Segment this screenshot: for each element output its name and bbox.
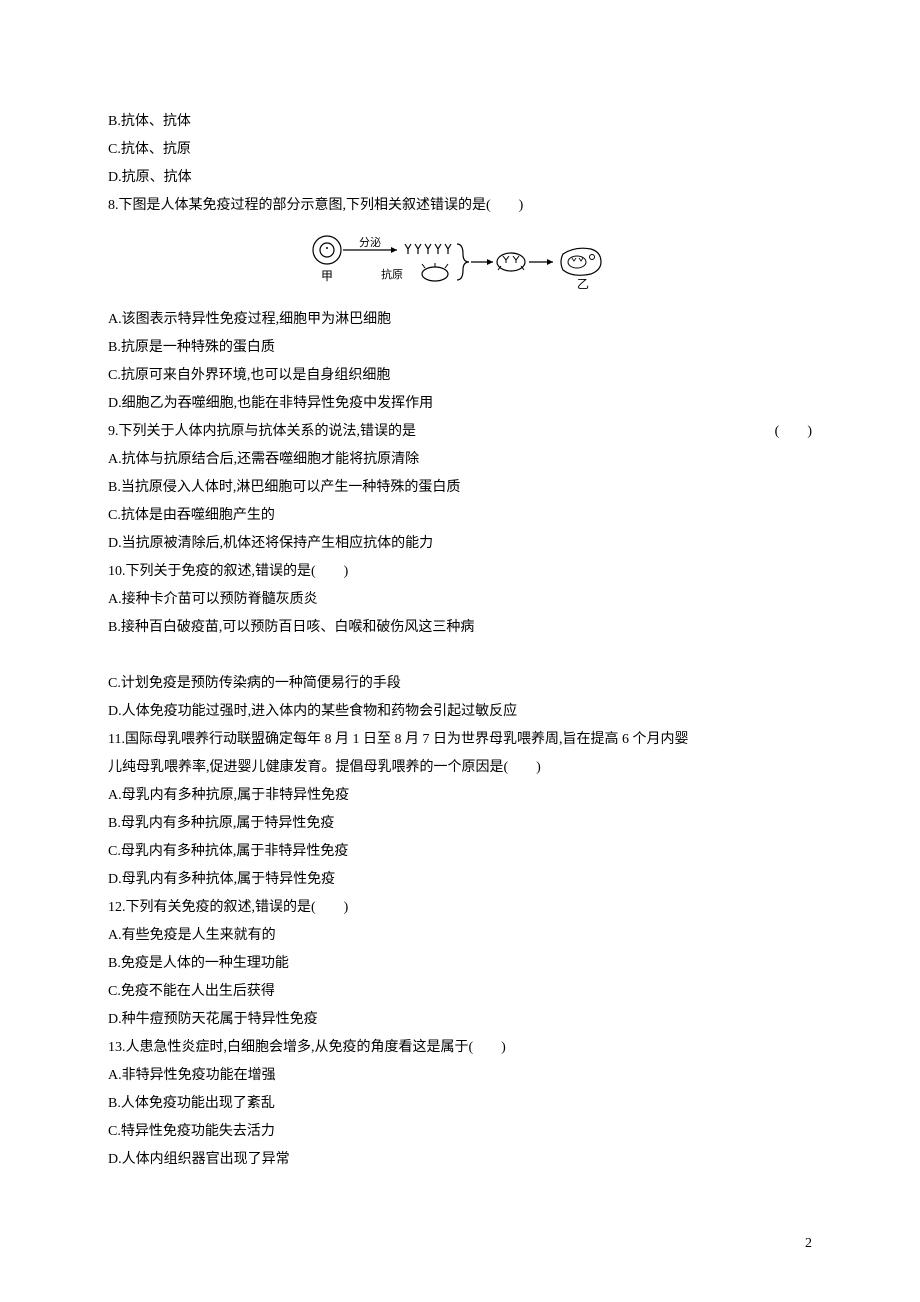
blank-gap	[108, 642, 812, 670]
q9-option-b: B.当抗原侵入人体时,淋巴细胞可以产生一种特殊的蛋白质	[108, 474, 812, 502]
q13-option-a: A.非特异性免疫功能在增强	[108, 1062, 812, 1090]
q11-option-a: A.母乳内有多种抗原,属于非特异性免疫	[108, 782, 812, 810]
q10-option-a: A.接种卡介苗可以预防脊髓灰质炎	[108, 586, 812, 614]
q8-option-d: D.细胞乙为吞噬细胞,也能在非特异性免疫中发挥作用	[108, 390, 812, 418]
q8-option-c: C.抗原可来自外界环境,也可以是自身组织细胞	[108, 362, 812, 390]
q11-option-d: D.母乳内有多种抗体,属于特异性免疫	[108, 866, 812, 894]
immune-diagram-container: 甲 分泌 抗原	[108, 220, 812, 306]
q12-option-a: A.有些免疫是人生来就有的	[108, 922, 812, 950]
q11-stem-line1: 11.国际母乳喂养行动联盟确定每年 8 月 1 日至 8 月 7 日为世界母乳喂…	[108, 726, 812, 754]
q13-option-b: B.人体免疫功能出现了紊乱	[108, 1090, 812, 1118]
q9-option-c: C.抗体是由吞噬细胞产生的	[108, 502, 812, 530]
q9-stem-text: 9.下列关于人体内抗原与抗体关系的说法,错误的是	[108, 418, 416, 446]
q8-option-a: A.该图表示特异性免疫过程,细胞甲为淋巴细胞	[108, 306, 812, 334]
q12-option-b: B.免疫是人体的一种生理功能	[108, 950, 812, 978]
q9-stem: 9.下列关于人体内抗原与抗体关系的说法,错误的是 ( )	[108, 418, 812, 446]
page-number: 2	[805, 1236, 812, 1252]
q7-option-d: D.抗原、抗体	[108, 164, 812, 192]
svg-text:乙: 乙	[577, 277, 589, 291]
q10-option-c: C.计划免疫是预防传染病的一种简便易行的手段	[108, 670, 812, 698]
svg-text:分泌: 分泌	[359, 236, 381, 249]
q11-option-c: C.母乳内有多种抗体,属于非特异性免疫	[108, 838, 812, 866]
svg-text:甲: 甲	[321, 269, 333, 283]
svg-text:抗原: 抗原	[381, 267, 403, 281]
q12-stem: 12.下列有关免疫的叙述,错误的是( )	[108, 894, 812, 922]
q10-stem: 10.下列关于免疫的叙述,错误的是( )	[108, 558, 812, 586]
q12-option-d: D.种牛痘预防天花属于特异性免疫	[108, 1006, 812, 1034]
q13-option-c: C.特异性免疫功能失去活力	[108, 1118, 812, 1146]
q9-option-d: D.当抗原被清除后,机体还将保持产生相应抗体的能力	[108, 530, 812, 558]
q11-option-b: B.母乳内有多种抗原,属于特异性免疫	[108, 810, 812, 838]
q9-option-a: A.抗体与抗原结合后,还需吞噬细胞才能将抗原清除	[108, 446, 812, 474]
page-content: B.抗体、抗体 C.抗体、抗原 D.抗原、抗体 8.下图是人体某免疫过程的部分示…	[0, 0, 920, 1174]
q13-stem: 13.人患急性炎症时,白细胞会增多,从免疫的角度看这是属于( )	[108, 1034, 812, 1062]
immune-diagram: 甲 分泌 抗原	[305, 232, 615, 294]
q9-paren: ( )	[775, 418, 812, 446]
q8-stem: 8.下图是人体某免疫过程的部分示意图,下列相关叙述错误的是( )	[108, 192, 812, 220]
diagram-svg: 甲 分泌 抗原	[305, 232, 615, 294]
q7-option-c: C.抗体、抗原	[108, 136, 812, 164]
q11-stem-line2: 儿纯母乳喂养率,促进婴儿健康发育。提倡母乳喂养的一个原因是( )	[108, 754, 812, 782]
q10-option-b: B.接种百白破疫苗,可以预防百日咳、白喉和破伤风这三种病	[108, 614, 812, 642]
q10-option-d: D.人体免疫功能过强时,进入体内的某些食物和药物会引起过敏反应	[108, 698, 812, 726]
q8-option-b: B.抗原是一种特殊的蛋白质	[108, 334, 812, 362]
q13-option-d: D.人体内组织器官出现了异常	[108, 1146, 812, 1174]
q7-option-b: B.抗体、抗体	[108, 108, 812, 136]
q12-option-c: C.免疫不能在人出生后获得	[108, 978, 812, 1006]
